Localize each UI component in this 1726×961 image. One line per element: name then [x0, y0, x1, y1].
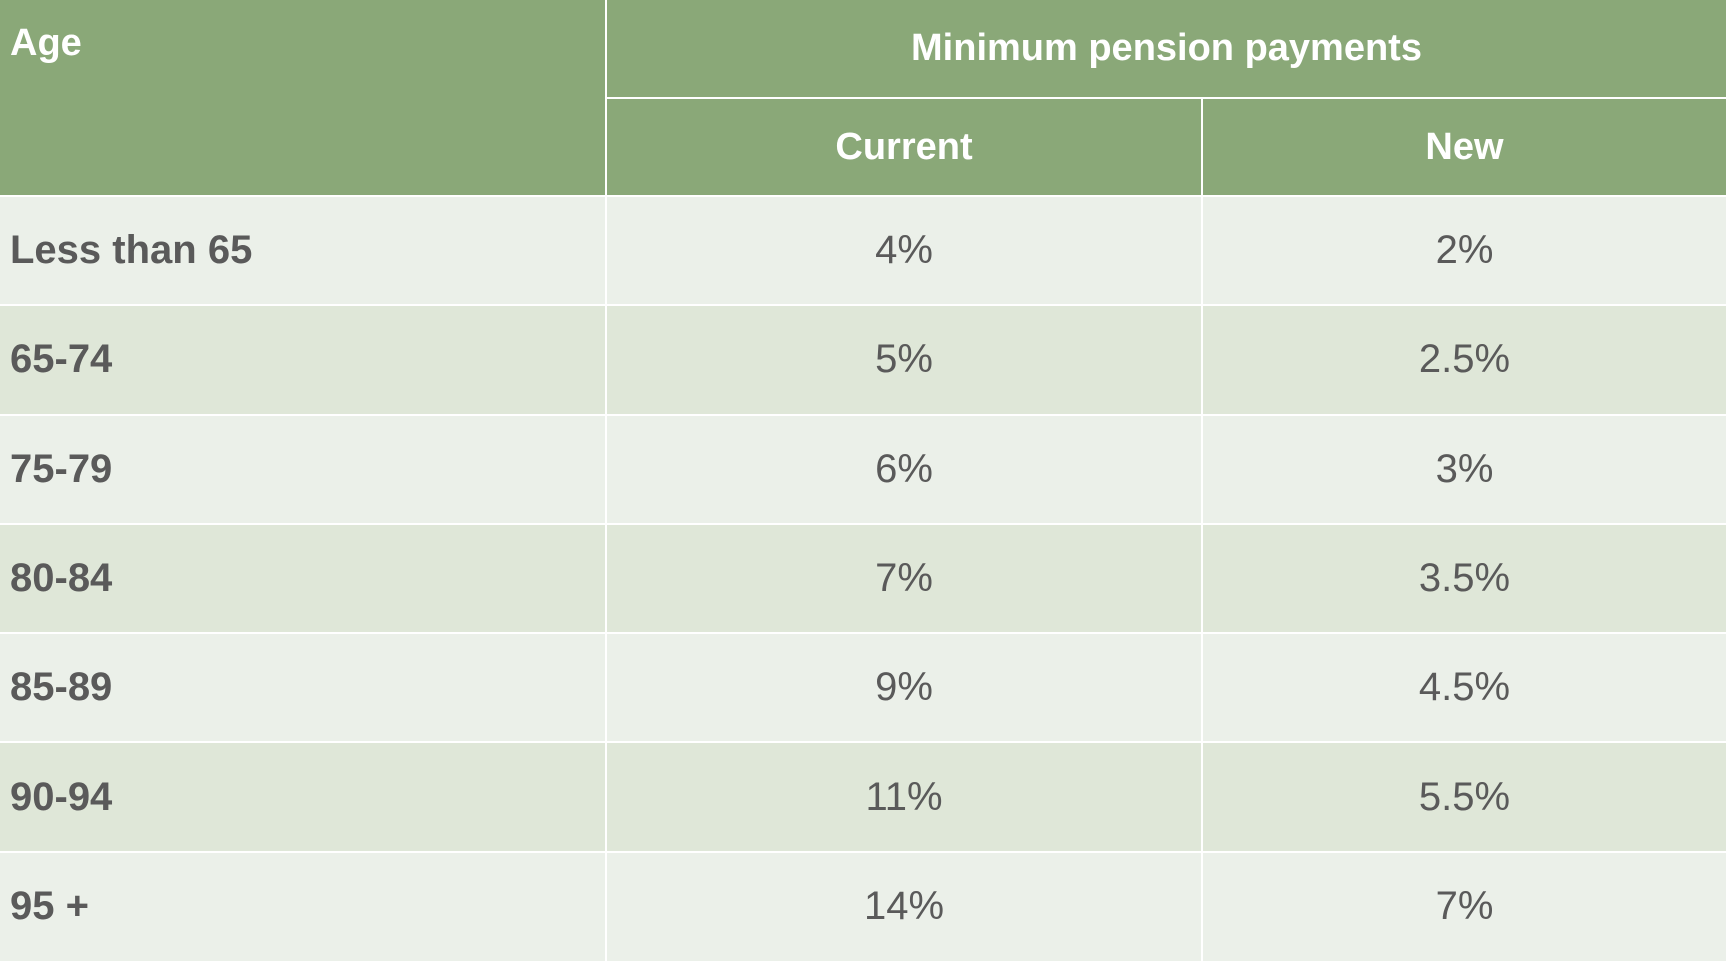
value-cell: 4%: [605, 194, 1203, 307]
value-cell: 5%: [605, 304, 1203, 416]
value-cell: 14%: [605, 850, 1203, 961]
value-cell: 3%: [1201, 413, 1726, 525]
value-cell: 4.5%: [1201, 632, 1726, 744]
age-cell: 85-89: [0, 632, 607, 744]
age-cell: 90-94: [0, 741, 607, 853]
age-header: Age: [0, 0, 607, 197]
value-cell: 2%: [1201, 194, 1726, 307]
age-cell: 80-84: [0, 522, 607, 635]
table-row: 80-84 7% 3.5%: [0, 522, 1726, 635]
table-row: 65-74 5% 2.5%: [0, 304, 1726, 416]
table-body: Less than 65 4% 2% 65-74 5% 2.5% 75-79 6% 3% 80-8…: [0, 194, 1726, 961]
table-row: 95 +14% 7%: [0, 850, 1726, 961]
table-row: Less than 65 4% 2%: [0, 194, 1726, 307]
table-row: 75-79 6% 3%: [0, 413, 1726, 525]
column-header: New: [1201, 97, 1726, 197]
column-header: Current: [606, 97, 1203, 197]
table-header: Age Minimum pension payments Current New: [0, 0, 1726, 197]
table-row: 90-94 11% 5.5%: [0, 741, 1726, 853]
value-cell: 3.5%: [1201, 522, 1726, 635]
age-cell: 95 +: [0, 850, 607, 961]
age-cell: 75-79: [0, 413, 607, 525]
value-cell: 9%: [605, 632, 1203, 744]
age-cell: Less than 65: [0, 194, 607, 307]
age-cell: 65-74: [0, 304, 607, 416]
value-cell: 7%: [1201, 850, 1726, 961]
value-cell: 6%: [605, 413, 1203, 525]
table-row: 85-89 9% 4.5%: [0, 632, 1726, 744]
value-cell: 11%: [605, 741, 1203, 853]
group-header: Minimum pension payments: [605, 0, 1726, 99]
value-cell: 2.5%: [1201, 304, 1726, 416]
value-cell: 7%: [605, 522, 1203, 635]
value-cell: 5.5%: [1201, 741, 1726, 853]
header-row: Age Minimum pension payments: [0, 0, 1726, 197]
header-row: Current New: [0, 97, 1726, 197]
